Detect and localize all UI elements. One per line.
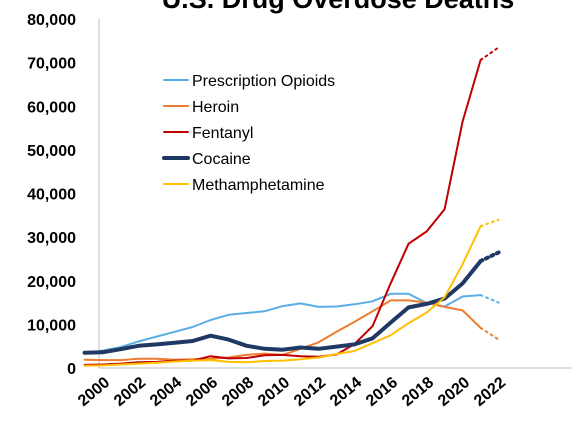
x-tick-label: 2012 (291, 374, 329, 410)
series-projection-1 (479, 326, 500, 341)
series-projection-4 (479, 218, 500, 228)
legend-label: Prescription Opioids (192, 73, 335, 90)
axes-group (98, 19, 572, 369)
series-projection-2 (479, 46, 500, 61)
x-tick-label: 2002 (111, 374, 149, 410)
legend-label: Cocaine (192, 151, 251, 168)
x-tick-label: 2004 (147, 374, 185, 410)
x-tick-label: 2006 (183, 374, 221, 410)
x-tick-label: 2000 (75, 374, 113, 410)
y-tick-label: 30,000 (27, 230, 76, 247)
x-tick-label: 2014 (327, 374, 365, 410)
chart-title: U.S. Drug Overdose Deaths (162, 0, 515, 14)
legend: Prescription Opioids Heroin Fentanyl Cocain… (162, 73, 335, 194)
series-line-4 (83, 225, 482, 367)
legend-label: Methamphetamine (192, 177, 325, 194)
y-tick-label: 0 (67, 361, 76, 378)
series-line-0 (83, 292, 482, 355)
series-projection-0 (479, 294, 500, 304)
y-tick-label: 10,000 (27, 317, 76, 334)
y-axis-ticks: 0 10,000 20,000 30,000 40,000 50,000 60,000 70,… (27, 12, 76, 378)
y-tick-label: 80,000 (27, 12, 76, 29)
series-line-2 (83, 59, 482, 366)
x-tick-label: 2020 (435, 374, 473, 410)
legend-label: Heroin (192, 99, 239, 116)
y-tick-label: 20,000 (27, 274, 76, 291)
x-axis-ticks: 2000200220042006200820102012201420162018… (75, 374, 509, 410)
x-tick-label: 2010 (255, 374, 293, 410)
y-tick-label: 70,000 (27, 56, 76, 73)
y-tick-label: 40,000 (27, 187, 76, 204)
x-tick-label: 2018 (399, 374, 437, 410)
series-projection-3 (478, 250, 501, 264)
y-tick-label: 50,000 (27, 143, 76, 160)
legend-label: Fentanyl (192, 125, 253, 142)
y-tick-label: 60,000 (27, 99, 76, 116)
x-tick-label: 2016 (363, 374, 401, 410)
x-tick-label: 2008 (219, 374, 257, 410)
series-line-3 (82, 259, 483, 355)
series-lines (82, 46, 501, 367)
x-tick-label: 2022 (471, 374, 509, 410)
